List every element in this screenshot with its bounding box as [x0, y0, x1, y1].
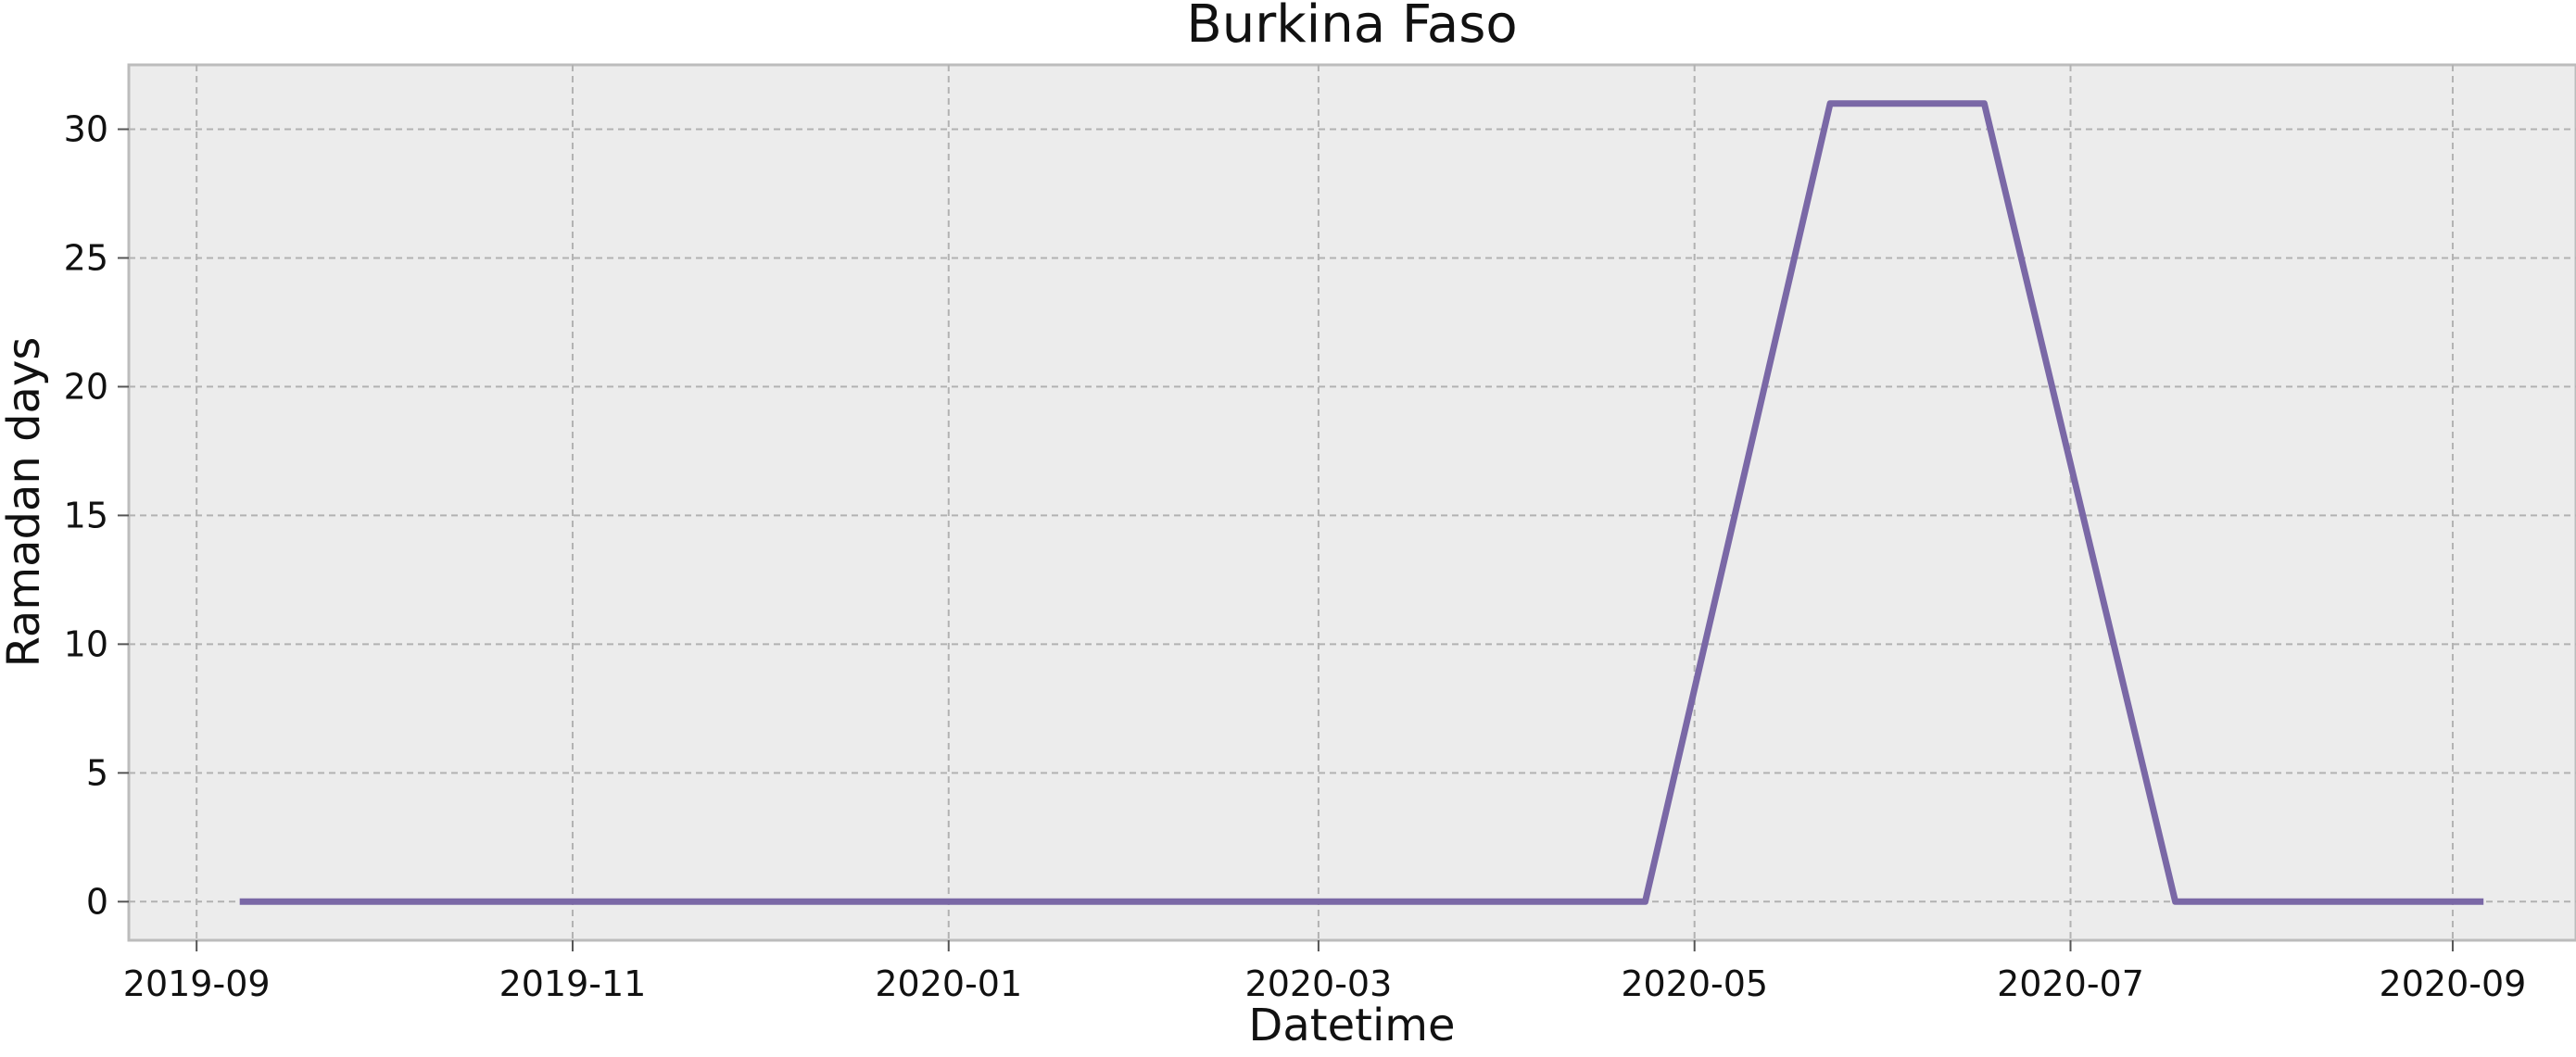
grid-lines	[129, 65, 2576, 940]
x-tick-label: 2020-03	[1245, 963, 1393, 1004]
x-tick-label: 2019-11	[499, 963, 647, 1004]
y-tick-label: 5	[86, 752, 108, 793]
y-axis-title: Ramadan days	[0, 337, 50, 668]
x-axis-title: Datetime	[1248, 1000, 1455, 1051]
y-tick-label: 20	[64, 366, 108, 407]
y-tick-label: 30	[64, 108, 108, 149]
y-tick-label: 25	[64, 237, 108, 278]
y-tick-label: 10	[64, 623, 108, 664]
x-tick-label: 2020-05	[1621, 963, 1768, 1004]
x-tick-label: 2020-07	[1997, 963, 2144, 1004]
x-tick-label: 2020-01	[875, 963, 1022, 1004]
x-tick-label: 2020-09	[2380, 963, 2527, 1004]
plot-area	[127, 63, 2576, 942]
x-tick-label: 2019-09	[123, 963, 271, 1004]
chart-title: Burkina Faso	[1186, 0, 1517, 55]
y-axis-ticks: 0 5 10 15 20 25 30	[64, 108, 129, 922]
x-axis-ticks: 2019-09 2019-11 2020-01 2020-03 2020-05 2020-…	[123, 940, 2527, 1004]
series-line	[239, 100, 2484, 905]
y-tick-label: 0	[86, 881, 108, 922]
series-layer	[239, 100, 2484, 905]
y-tick-label: 15	[64, 495, 108, 535]
